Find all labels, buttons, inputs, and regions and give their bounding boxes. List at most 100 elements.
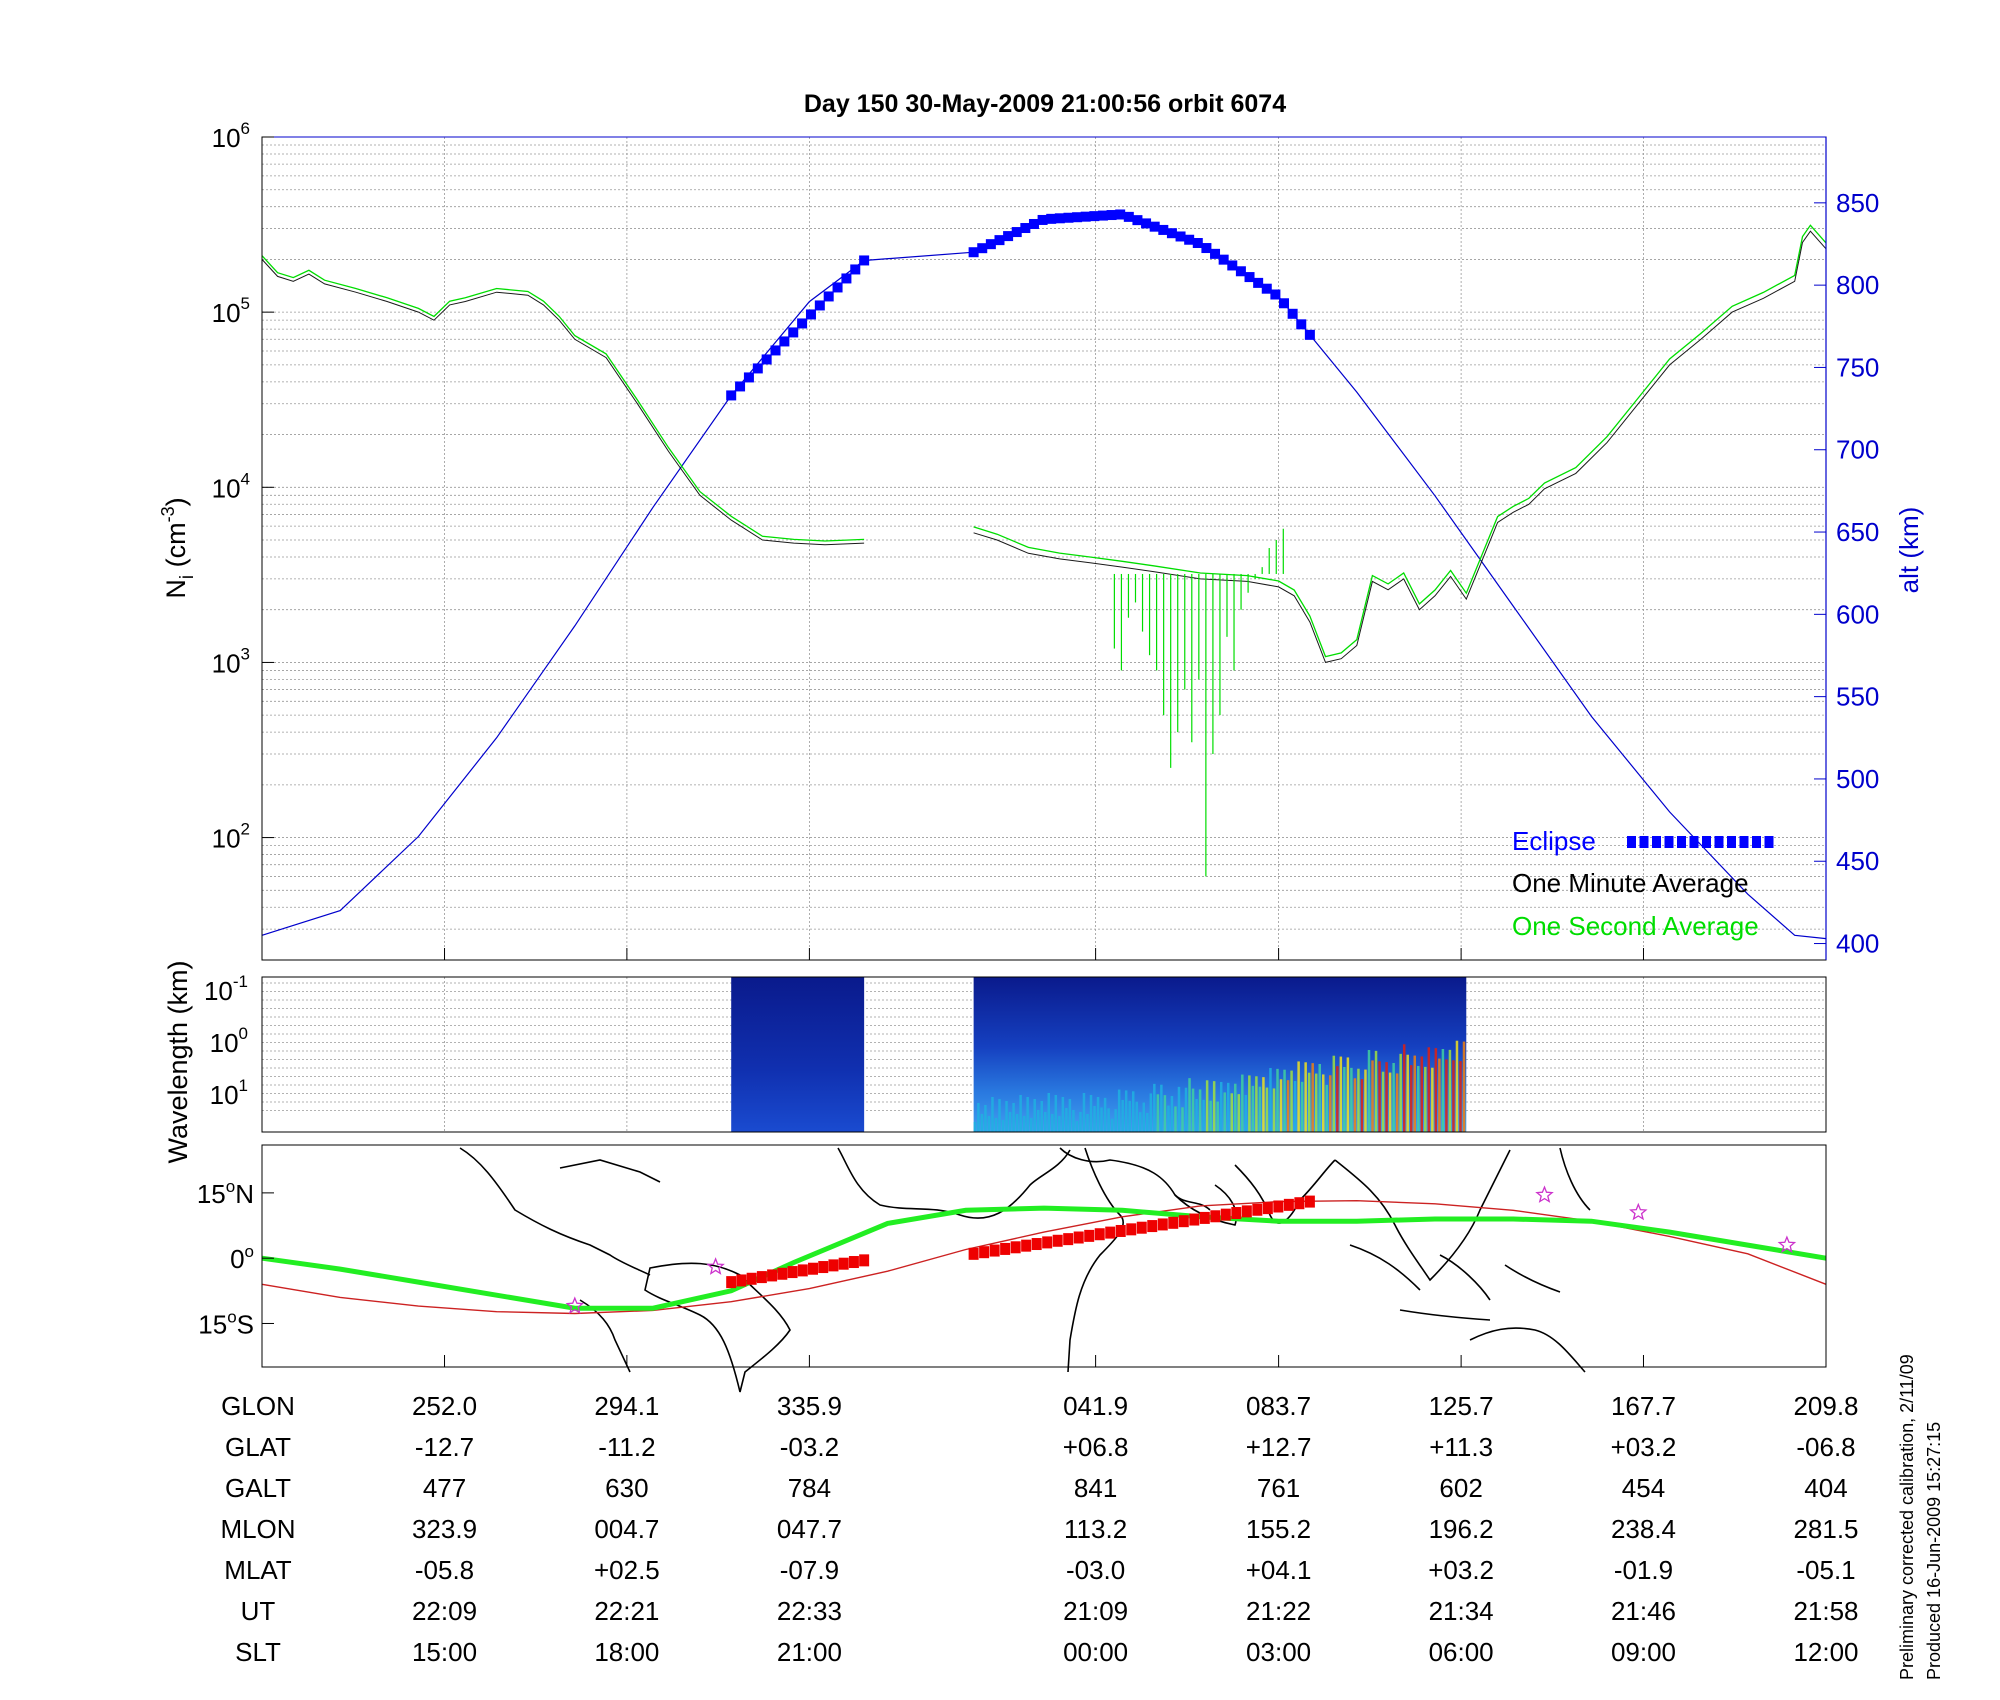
spectrogram-streak [1234, 1083, 1237, 1132]
spectrogram-streak [1385, 1062, 1388, 1132]
table-cell: +03.2 [1428, 1555, 1494, 1585]
table-cell: 004.7 [594, 1514, 659, 1544]
eclipse-marker [726, 390, 737, 401]
eclipse-marker [968, 247, 979, 258]
spectrogram-streak [1402, 1044, 1406, 1132]
spectrogram-streak [1117, 1089, 1121, 1132]
eclipse-marker [1253, 277, 1264, 288]
spectrogram-streak [1177, 1086, 1181, 1132]
ground-track-eclipse-marker [848, 1256, 859, 1269]
ground-track-eclipse-marker [1126, 1223, 1137, 1236]
ground-track-eclipse-marker [1189, 1213, 1200, 1226]
map-frame [261, 1144, 1827, 1368]
australia-coast [1469, 1327, 1586, 1373]
spectrogram-streak [1128, 1100, 1131, 1132]
eclipse-marker [1132, 215, 1143, 226]
spectrogram-streak [1374, 1050, 1378, 1132]
table-cell: 404 [1804, 1473, 1847, 1503]
spectrogram-streak [1343, 1067, 1346, 1132]
spectrogram-streak [977, 1103, 980, 1132]
spectrogram-streak [1131, 1091, 1135, 1132]
spectrogram-streak [1008, 1112, 1012, 1132]
table-cell: 155.2 [1246, 1514, 1311, 1544]
table-cell: 209.8 [1793, 1391, 1858, 1421]
eclipse-marker [1149, 221, 1160, 232]
legend-one-minute-label: One Minute Average [1512, 868, 1749, 898]
ground-track-eclipse-marker [1304, 1195, 1315, 1208]
spectrogram-frame [261, 976, 1827, 1133]
cuba-coast [559, 1159, 661, 1183]
legend-eclipse-swatch [1627, 836, 1774, 848]
spectrogram-streak [1336, 1066, 1339, 1132]
spectrogram-streak [1409, 1065, 1413, 1132]
spectrogram-streak [1350, 1067, 1353, 1132]
ground-track-eclipse-marker [1199, 1211, 1210, 1224]
spectrogram-streak [1005, 1101, 1008, 1132]
table-cell: 196.2 [1429, 1514, 1494, 1544]
eclipse-marker [841, 273, 852, 284]
eclipse-marker [1244, 272, 1255, 283]
wavelength-tick-label: 101 [210, 1076, 248, 1110]
station-star-marker [1777, 1235, 1797, 1254]
ion-density-series [261, 209, 1827, 940]
spectrogram-streak [1149, 1093, 1153, 1132]
spectrogram-streak [1022, 1116, 1026, 1132]
eclipse-marker [814, 300, 825, 311]
eclipse-marker [1020, 223, 1031, 234]
ground-track-eclipse-marker [1241, 1205, 1252, 1218]
eclipse-marker [1304, 329, 1315, 340]
table-cell: 602 [1439, 1473, 1482, 1503]
ground-track-eclipse-marker [787, 1266, 798, 1279]
spectrogram-streak [1420, 1056, 1424, 1132]
altitude-tick-label: 400 [1836, 929, 1879, 959]
footnote-produced: Produced 16-Jun-2009 15:27:15 [1924, 1422, 1944, 1680]
latitude-tick-label: 15oN [197, 1177, 254, 1209]
eclipse-marker [1192, 238, 1203, 249]
table-cell: -05.1 [1796, 1555, 1855, 1585]
wavelength-tick-label: 10-1 [204, 972, 248, 1006]
table-cell: 454 [1622, 1473, 1665, 1503]
spectrogram-streak [1181, 1107, 1184, 1132]
eclipse-marker [779, 336, 790, 347]
ground-track-eclipse-marker [1073, 1231, 1084, 1244]
altitude-tick-labels: 400 450 500 550 600 650 700 750 800 850 [1814, 188, 1879, 959]
spectrogram-streak [1146, 1113, 1149, 1132]
spectrogram-streak [1364, 1069, 1367, 1132]
station-markers [565, 1185, 1797, 1314]
spectrogram-streak [987, 1116, 991, 1132]
eclipse-markers [726, 209, 1315, 401]
africa-coast [837, 1147, 1124, 1373]
spectrogram-streak [1314, 1073, 1318, 1132]
spectrogram-streak [1297, 1061, 1300, 1132]
table-cell: 21:58 [1793, 1596, 1858, 1626]
latitude-tick-labels: 15oN 0o 15oS [197, 1177, 274, 1339]
ground-track-panel: 15oN 0o 15oS [197, 1144, 1827, 1393]
spectrogram-streak [1209, 1100, 1212, 1132]
arabia-coast [1174, 1184, 1237, 1226]
table-cell: 22:33 [777, 1596, 842, 1626]
spectrogram-streak [1174, 1106, 1177, 1132]
south-america-west-coast [579, 1299, 631, 1373]
spectrogram-streak [1244, 1095, 1248, 1132]
wavelength-axis-label: Wavelength (km) [163, 960, 193, 1163]
spectrogram-streak [1015, 1114, 1019, 1132]
eclipse-marker [1054, 213, 1065, 224]
eclipse-marker [985, 239, 996, 250]
table-cell: 21:22 [1246, 1596, 1311, 1626]
spectrogram-streak [1325, 1084, 1329, 1132]
spectrogram-streak [1029, 1118, 1033, 1132]
spectrogram-streak [1156, 1094, 1160, 1132]
spectrogram-streak [1184, 1087, 1188, 1132]
eclipse-marker [1287, 308, 1298, 319]
spectrogram-streak [1188, 1078, 1191, 1132]
spectrogram-streak [1332, 1055, 1336, 1132]
table-cell: 21:34 [1429, 1596, 1494, 1626]
spectrogram-streak [1075, 1121, 1079, 1132]
eclipse-marker [823, 291, 834, 302]
ground-track-eclipse-marker [1136, 1221, 1147, 1234]
latitude-tick-label: 15oS [198, 1307, 254, 1339]
ground-track-eclipse-marker [767, 1269, 778, 1282]
spectrogram-streak [1283, 1069, 1286, 1132]
table-cell: 841 [1074, 1473, 1117, 1503]
table-row-label: GALT [225, 1473, 291, 1503]
